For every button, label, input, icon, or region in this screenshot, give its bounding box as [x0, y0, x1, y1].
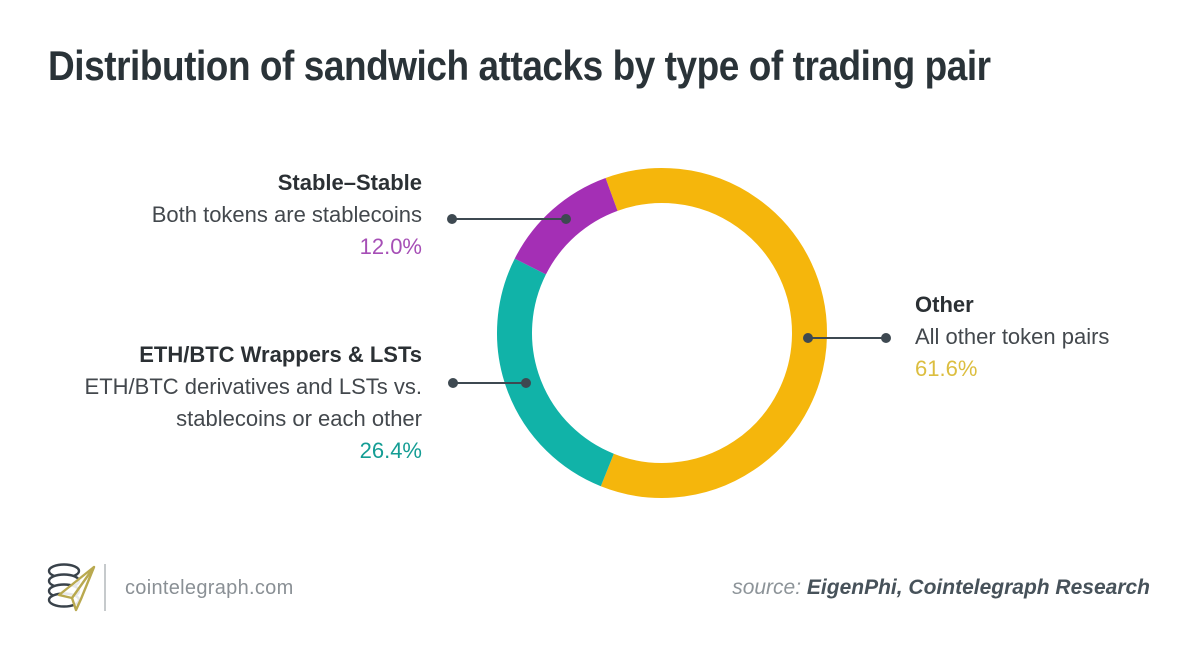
chart-title: Distribution of sandwich attacks by type…	[48, 42, 991, 89]
segment-description: All other token pairs	[915, 324, 1110, 349]
donut-segment-other	[600, 168, 827, 498]
segment-label: Other	[915, 292, 974, 317]
segment-percent: 12.0%	[359, 234, 422, 259]
callout-dot-eth-btc-wrappers-lsts-label-end	[448, 378, 458, 388]
callout-dot-eth-btc-wrappers-lsts-chart-end	[521, 378, 531, 388]
footer-divider	[104, 564, 106, 611]
source-prefix: source:	[732, 576, 802, 599]
label-block-eth-btc-wrappers-lsts: ETH/BTC Wrappers & LSTs ETH/BTC derivati…	[85, 339, 422, 467]
segment-percent: 26.4%	[359, 438, 422, 463]
segment-label: ETH/BTC Wrappers & LSTs	[139, 342, 422, 367]
callout-dot-stable-stable-label-end	[447, 214, 457, 224]
donut-segment-eth-btc-wrappers-lsts	[497, 258, 615, 487]
segment-description: Both tokens are stablecoins	[151, 202, 422, 227]
segment-description-line2: stablecoins or each other	[176, 406, 422, 431]
callout-dot-other-chart-end	[803, 333, 813, 343]
source-names: EigenPhi, Cointelegraph Research	[806, 576, 1150, 599]
donut-segment-stable-stable	[514, 177, 618, 275]
footer-source: source: EigenPhi, Cointelegraph Research	[732, 576, 1150, 600]
label-block-other: Other All other token pairs 61.6%	[915, 289, 1109, 385]
segment-description-line1: ETH/BTC derivatives and LSTs vs.	[84, 374, 422, 399]
footer-brand: cointelegraph.com	[125, 577, 294, 599]
paper-plane-icon	[57, 565, 96, 612]
callout-dot-other-label-end	[881, 333, 891, 343]
segment-percent: 61.6%	[915, 356, 978, 381]
segment-label: Stable–Stable	[277, 170, 422, 195]
cointelegraph-logo	[47, 563, 96, 612]
callout-dot-stable-stable-chart-end	[561, 214, 571, 224]
label-block-stable-stable: Stable–Stable Both tokens are stablecoin…	[152, 167, 422, 263]
